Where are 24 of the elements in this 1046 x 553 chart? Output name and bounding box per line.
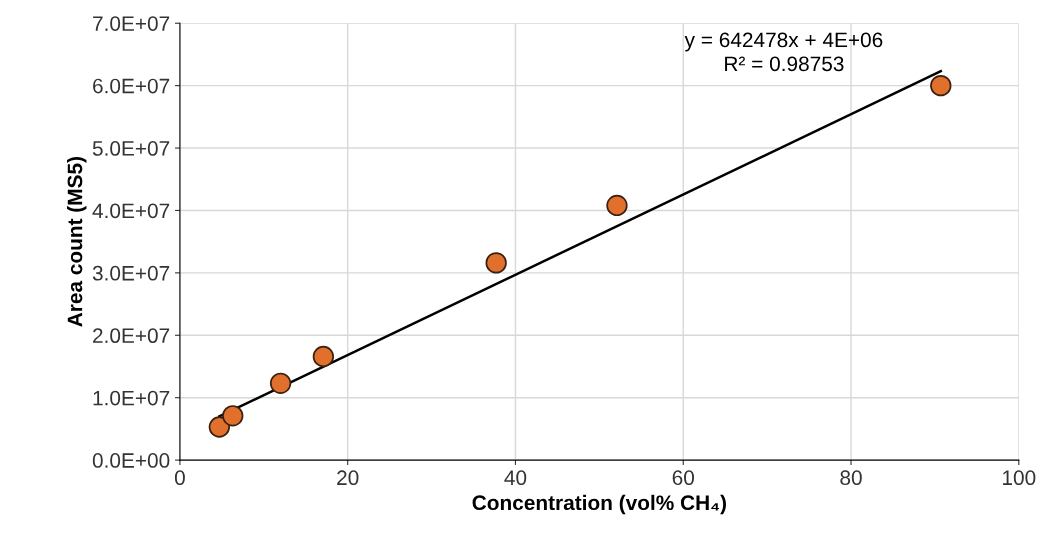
y-tick-label: 4.0E+07	[92, 203, 170, 219]
point	[606, 194, 628, 217]
y-tick-label: 7.0E+07	[93, 16, 170, 31]
point	[269, 372, 292, 394]
y-tick-label: 6.0E+07	[93, 78, 170, 94]
point	[930, 74, 952, 97]
point	[222, 405, 244, 427]
y-axis-title: Area count (MS5)	[67, 157, 87, 327]
point	[208, 416, 230, 438]
x-tick-label: 40	[504, 470, 527, 486]
y-tick-label: 2.0E+07	[93, 328, 170, 344]
annotation: y = 642478x + 4E+06 R² = 0.98753	[684, 32, 883, 72]
y-tick-label: 3.0E+07	[92, 265, 170, 281]
y-tick-label: 1.0E+07	[93, 390, 170, 406]
x-tick-label: 60	[672, 470, 695, 486]
y-tick-label: 5.0E+07	[92, 141, 170, 156]
x-tick-label: 20	[337, 470, 359, 486]
x-axis-title: Concentration (vol% CH₄)	[472, 494, 726, 515]
y-tick-label: 0.0E+00	[92, 453, 170, 468]
point	[312, 345, 335, 368]
point	[485, 252, 507, 274]
x-tick-label: 0	[174, 470, 185, 486]
x-tick-label: 100	[1003, 470, 1036, 486]
x-tick-label: 80	[840, 470, 862, 486]
